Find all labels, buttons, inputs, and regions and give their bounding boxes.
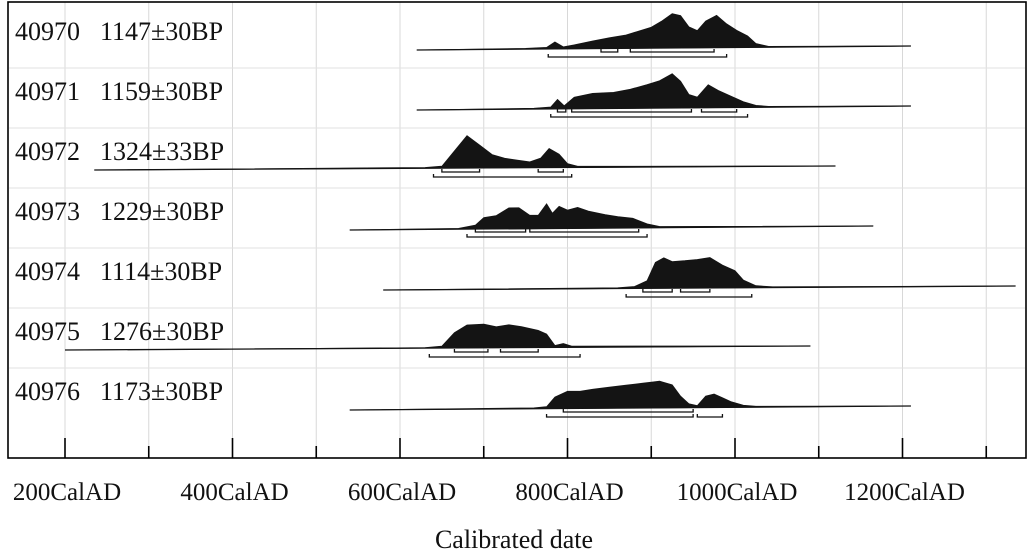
bp-date-label: 1173±30BP (100, 377, 223, 406)
bp-date-label: 1159±30BP (100, 77, 223, 106)
sample-row-40971: 40971 1159±30BP (15, 73, 911, 118)
bp-date-label: 1229±30BP (100, 197, 224, 226)
lab-id-label: 40974 (15, 257, 80, 286)
lab-id-label: 40975 (15, 317, 80, 346)
sample-row-40970: 40970 1147±30BP (15, 13, 911, 58)
bp-date-label: 1276±30BP (100, 317, 224, 346)
lab-id-label: 40972 (15, 137, 80, 166)
x-tick-label: 1200CalAD (844, 479, 965, 506)
probability-distribution (383, 257, 1016, 291)
one-sigma-range (499, 349, 539, 353)
one-sigma-range (571, 109, 693, 113)
sample-row-40972: 40972 1324±33BP (15, 135, 836, 178)
one-sigma-range (529, 229, 640, 233)
two-sigma-range (466, 234, 648, 238)
lab-id-label: 40971 (15, 77, 80, 106)
probability-distribution (349, 203, 874, 231)
two-sigma-range (547, 54, 728, 58)
x-tick-label: 400CalAD (180, 479, 288, 506)
one-sigma-range (700, 109, 738, 113)
two-sigma-range (625, 294, 753, 298)
two-sigma-range (696, 414, 724, 418)
one-sigma-range (629, 49, 715, 53)
plot-frame (7, 1, 1027, 459)
one-sigma-range (441, 169, 481, 173)
two-sigma-range (545, 414, 694, 418)
gridlines (9, 2, 1025, 458)
x-tick-label: 200CalAD (13, 479, 121, 506)
one-sigma-range (642, 289, 673, 293)
one-sigma-range (453, 349, 489, 353)
sample-row-40975: 40975 1276±30BP (15, 317, 811, 358)
probability-distribution (416, 13, 911, 51)
probability-distribution (349, 380, 911, 411)
bp-date-label: 1147±30BP (100, 17, 223, 46)
bp-date-label: 1114±30BP (100, 257, 222, 286)
x-axis-title: Calibrated date (435, 525, 593, 554)
probability-distribution (64, 323, 811, 351)
lab-id-label: 40970 (15, 17, 80, 46)
probability-distribution (416, 73, 911, 111)
one-sigma-range (600, 49, 619, 53)
one-sigma-range (537, 169, 564, 173)
x-tick-label: 800CalAD (515, 479, 623, 506)
sample-row-40973: 40973 1229±30BP (15, 197, 874, 238)
two-sigma-range (428, 354, 581, 358)
two-sigma-range (432, 174, 573, 178)
sample-row-40974: 40974 1114±30BP (15, 257, 1016, 298)
two-sigma-range (550, 114, 749, 118)
x-axis: 200CalAD 400CalAD 600CalAD 800CalAD 1000CalA… (13, 438, 988, 506)
one-sigma-range (556, 109, 567, 113)
probability-distribution (94, 135, 836, 171)
one-sigma-range (474, 229, 527, 233)
one-sigma-range (562, 409, 694, 413)
sample-row-40976: 40976 1173±30BP (15, 377, 911, 418)
sample-rows: 40970 1147±30BP 40971 1159±30BP 40972 1324±33… (15, 13, 1016, 418)
lab-id-label: 40973 (15, 197, 80, 226)
x-tick-label: 600CalAD (348, 479, 456, 506)
one-sigma-range (679, 289, 711, 293)
lab-id-label: 40976 (15, 377, 80, 406)
bp-date-label: 1324±33BP (100, 137, 224, 166)
x-tick-label: 1000CalAD (677, 479, 798, 506)
